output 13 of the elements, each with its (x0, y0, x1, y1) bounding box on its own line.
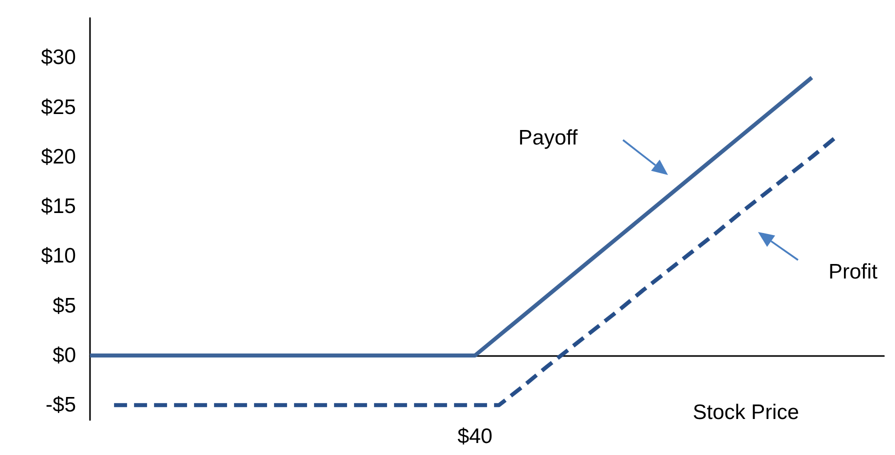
y-tick-label: $10 (40, 244, 76, 268)
annotation: Payoff (518, 126, 578, 150)
y-tick-label: $5 (52, 294, 76, 318)
y-tick-label: -$5 (46, 394, 76, 417)
x-axis-title: Stock Price (692, 401, 800, 424)
y-tick-label: $25 (40, 96, 76, 119)
y-tick-label: $15 (40, 195, 76, 218)
y-tick-label: $30 (40, 46, 76, 70)
y-tick-label: $0 (52, 344, 76, 367)
line-series (88, 76, 814, 358)
annotation: Profit (828, 260, 878, 284)
y-tick-label: $20 (40, 145, 76, 168)
x-tick-label: $40 (457, 425, 492, 448)
